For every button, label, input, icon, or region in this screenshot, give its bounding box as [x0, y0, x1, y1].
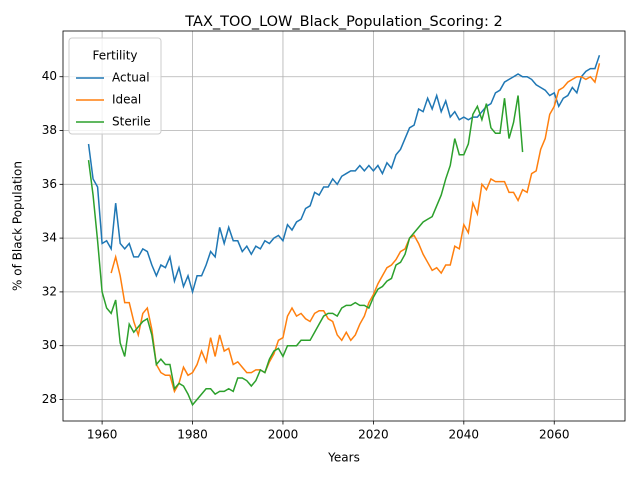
y-tick-label: 30: [42, 338, 57, 352]
grid: [63, 31, 625, 421]
x-axis-label: Years: [327, 451, 360, 465]
y-axis-label: % of Black Population: [11, 161, 25, 291]
x-tick-label: 1960: [87, 428, 118, 442]
legend-label: Sterile: [112, 115, 151, 129]
y-tick-label: 32: [42, 284, 57, 298]
y-tick-label: 36: [42, 177, 57, 191]
x-tick-label: 2000: [268, 428, 299, 442]
y-tick-label: 28: [42, 392, 57, 406]
plot-frame: [62, 30, 626, 422]
legend-label: Ideal: [112, 93, 141, 107]
y-tick-label: 38: [42, 123, 57, 137]
legend-title: Fertility: [92, 49, 137, 63]
legend-box: [68, 37, 162, 135]
data-line: [87, 95, 524, 407]
x-tick-label: 2060: [539, 428, 570, 442]
data-line: [87, 54, 601, 295]
chart-title: TAX_TOO_LOW_Black_Population_Scoring: 2: [184, 14, 502, 30]
legend-label: Actual: [112, 71, 150, 85]
lines: [87, 54, 601, 407]
y-tick-label: 34: [42, 231, 57, 245]
x-tick-label: 1980: [177, 428, 208, 442]
x-tick-label: 2020: [358, 428, 389, 442]
x-tick-label: 2040: [449, 428, 480, 442]
y-tick-label: 40: [42, 69, 57, 83]
data-line: [110, 63, 601, 394]
legend: Fertility Actual Ideal Sterile: [68, 37, 162, 135]
